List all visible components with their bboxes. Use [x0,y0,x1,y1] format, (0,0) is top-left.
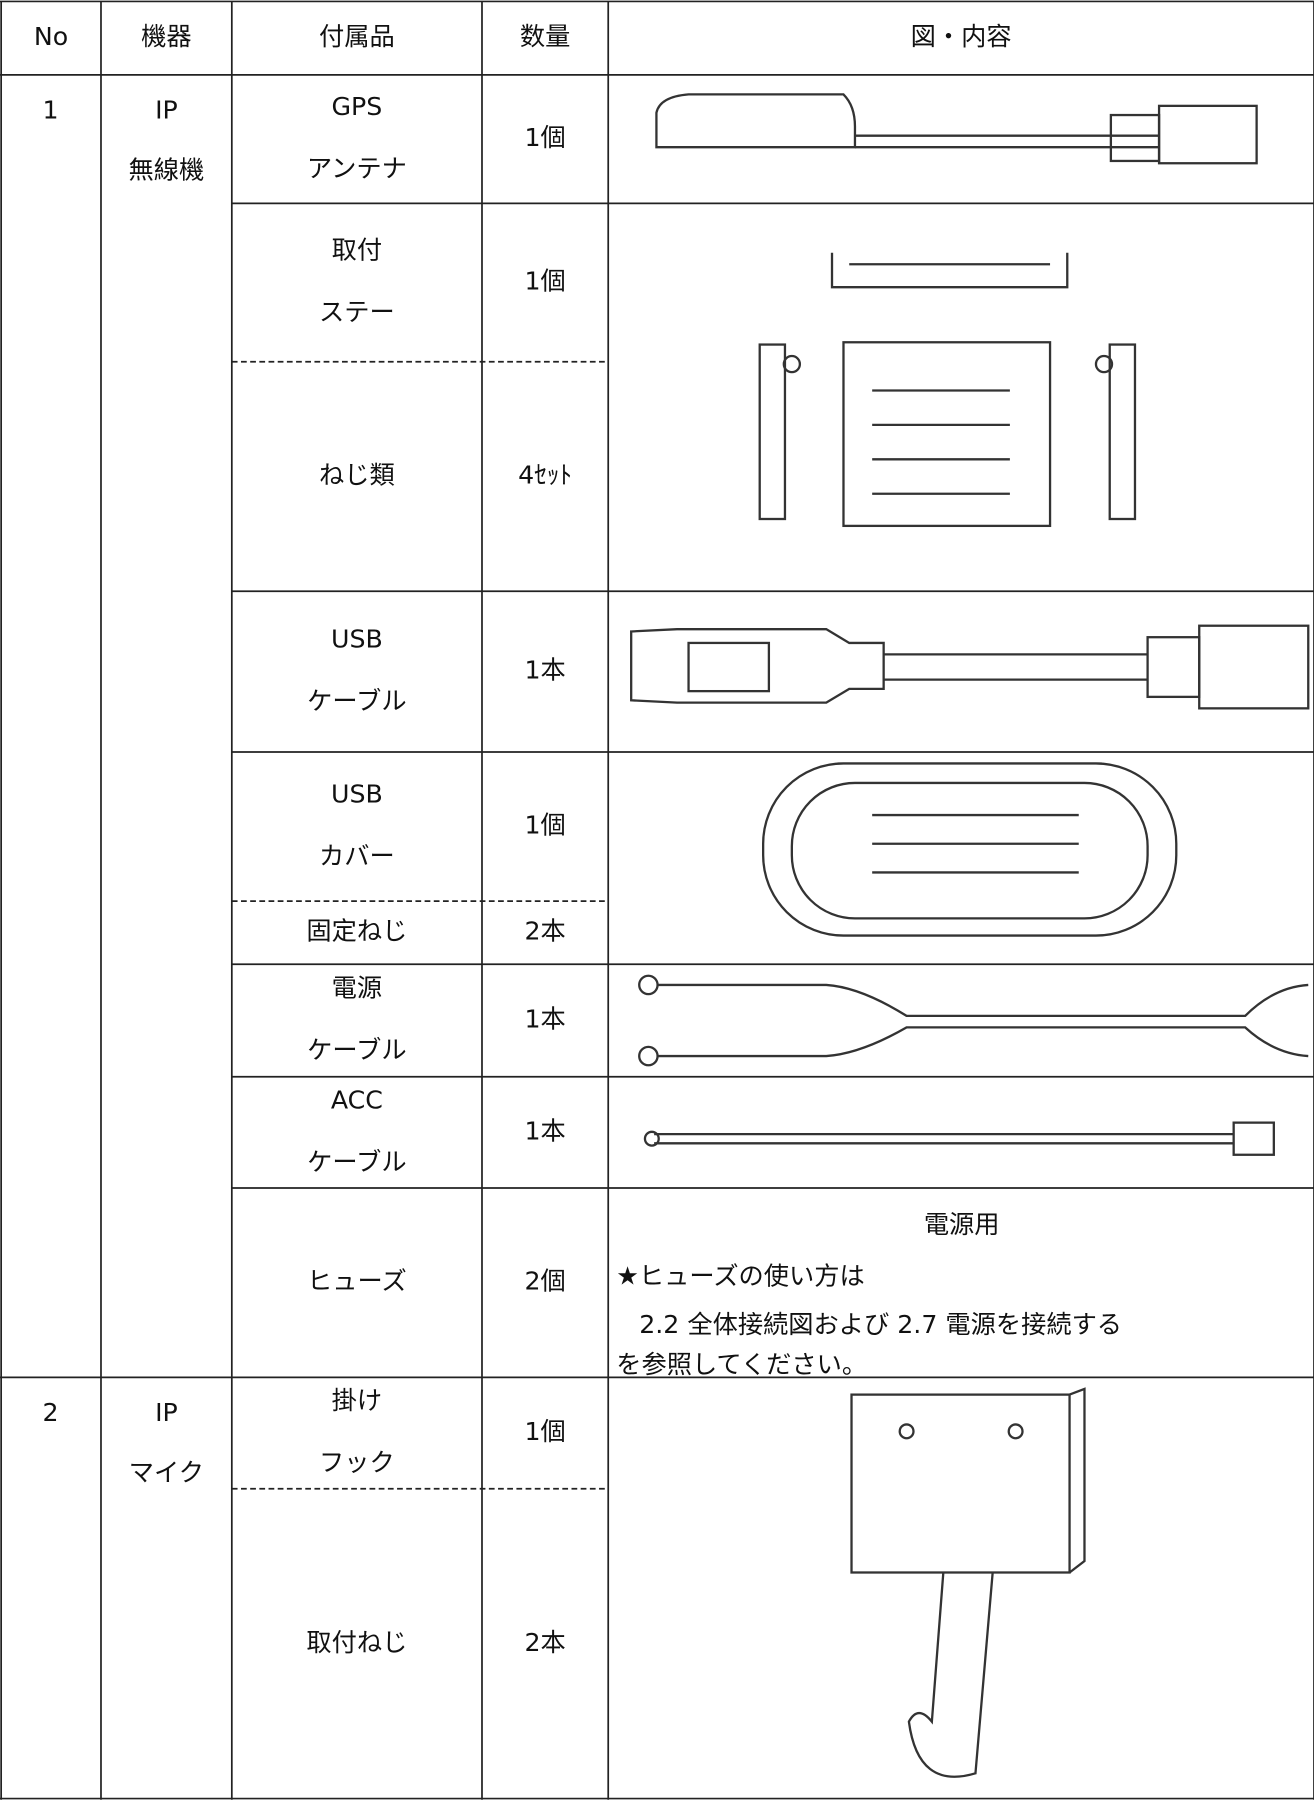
item-name: ACC [331,1085,383,1114]
item-name: 固定ねじ [306,917,407,946]
gps-antenna-illustration [655,93,1258,165]
device-name: IP [155,96,178,125]
header-cell: 数量 [520,22,570,51]
item-name: ケーブル [307,687,406,716]
device-name: マイク [129,1458,204,1487]
quantity: 1個 [524,1417,565,1446]
header-cell: 図・内容 [911,22,1012,51]
item-name: フック [319,1448,395,1477]
item-name: アンテナ [307,154,407,183]
hook-illustration [850,1387,1086,1778]
item-name: USB [331,625,383,654]
item-name: ステー [319,298,395,327]
item-name: 取付 [332,236,382,265]
quantity: 2個 [524,1267,565,1296]
header-cell: 付属品 [319,22,395,51]
quantity: 2本 [524,1628,565,1657]
quantity: 1個 [524,267,565,296]
acc-cable-illustration [643,1121,1275,1156]
stay-illustration [758,252,1137,528]
item-name: ヒューズ [307,1267,407,1296]
quantity: 1個 [524,123,565,152]
content-title: 電源用 [924,1210,1000,1239]
content-text: ★ヒューズの使い方は [616,1262,864,1291]
device-name: IP [155,1398,178,1427]
quantity: 1本 [524,656,565,685]
content-text: を参照してください。 [616,1350,867,1379]
quantity: 4ｾｯﾄ [518,461,572,490]
header-cell: No [34,22,68,51]
usb-cable-illustration [630,624,1310,710]
item-name: カバー [319,842,395,871]
item-name: ケーブル [307,1147,406,1176]
item-name: ケーブル [307,1035,406,1064]
quantity: 1個 [524,811,565,840]
quantity: 2本 [524,917,565,946]
illustrations [630,93,1310,1778]
quantity: 1本 [524,1116,565,1145]
item-name: GPS [332,92,383,121]
item-name: ねじ類 [319,461,395,490]
row-number: 1 [42,96,58,125]
item-name: USB [331,780,383,809]
item-name: 掛け [332,1386,382,1415]
content-text: 2.2 全体接続図および 2.7 電源を接続する [639,1310,1122,1339]
power-cable-illustration [638,974,1309,1067]
device-name: 無線機 [129,155,205,184]
row-number: 2 [42,1398,58,1427]
item-name: 取付ねじ [306,1628,407,1657]
quantity: 1本 [524,1004,565,1033]
item-name: 電源 [332,974,382,1003]
header-cell: 機器 [141,22,191,51]
usb-cover-illustration [762,762,1178,937]
